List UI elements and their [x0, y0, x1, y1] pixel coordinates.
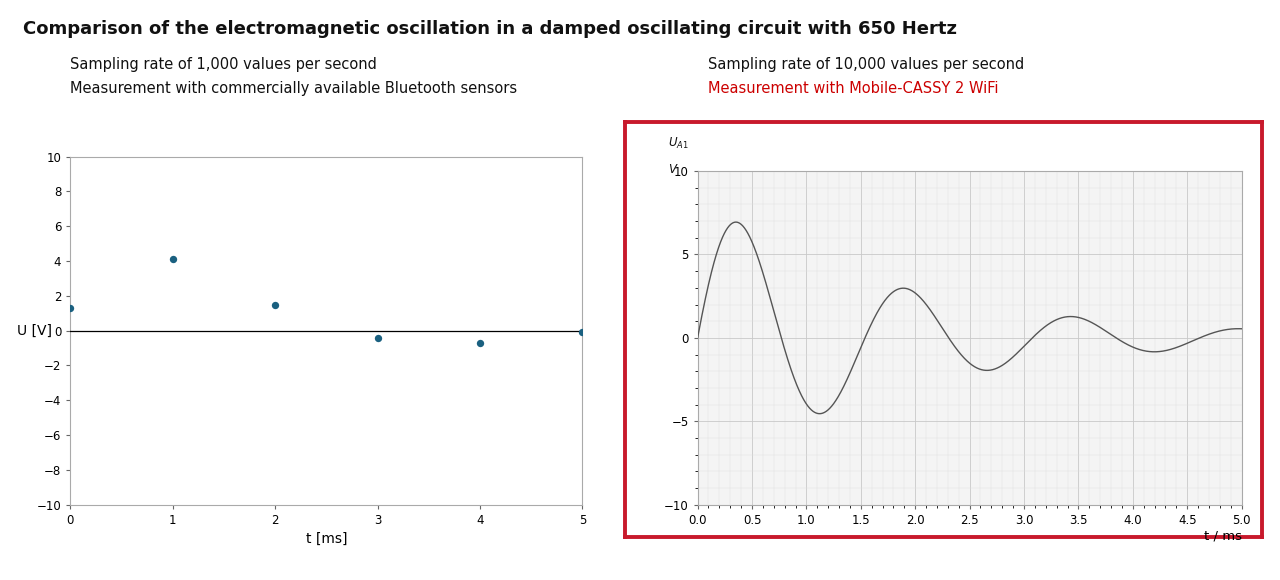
Text: $\it{V}$: $\it{V}$ — [668, 163, 678, 176]
Point — [60, 303, 81, 313]
Text: Sampling rate of 1,000 values per second: Sampling rate of 1,000 values per second — [70, 57, 378, 72]
Y-axis label: U [V]: U [V] — [17, 324, 52, 338]
Text: Sampling rate of 10,000 values per second: Sampling rate of 10,000 values per secon… — [708, 57, 1024, 72]
Text: Measurement with commercially available Bluetooth sensors: Measurement with commercially available … — [70, 81, 517, 96]
X-axis label: t [ms]: t [ms] — [306, 532, 347, 546]
Text: Measurement with Mobile-CASSY 2 WiFi: Measurement with Mobile-CASSY 2 WiFi — [708, 81, 998, 96]
Point — [572, 328, 593, 337]
Point — [367, 333, 388, 342]
Point — [265, 300, 285, 309]
X-axis label: t / ms: t / ms — [1203, 530, 1242, 542]
Point — [163, 255, 183, 264]
Text: $U_{A1}$: $U_{A1}$ — [668, 136, 689, 151]
Point — [470, 338, 490, 347]
Text: Comparison of the electromagnetic oscillation in a damped oscillating circuit wi: Comparison of the electromagnetic oscill… — [23, 20, 957, 38]
